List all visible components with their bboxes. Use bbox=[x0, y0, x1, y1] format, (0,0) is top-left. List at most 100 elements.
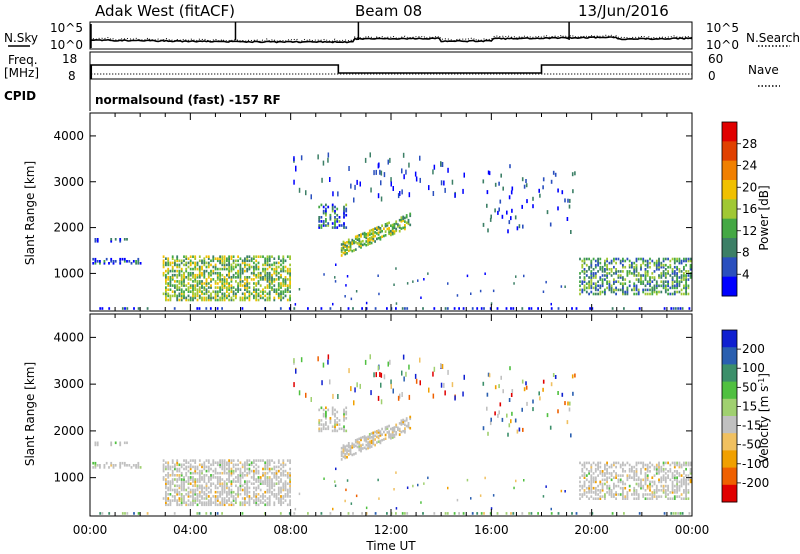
echo-cell bbox=[273, 263, 276, 267]
echo-cell bbox=[226, 493, 228, 496]
echo-cell bbox=[221, 484, 224, 488]
echo-cell bbox=[379, 230, 382, 234]
echo-cell bbox=[212, 296, 215, 300]
echo-cell bbox=[244, 296, 246, 300]
echo-cell bbox=[622, 276, 624, 279]
echo-cell bbox=[139, 466, 142, 469]
echo-cell bbox=[273, 476, 276, 479]
x-tick-label: 12:00 bbox=[374, 523, 409, 537]
echo-cell bbox=[264, 499, 267, 502]
echo-cell bbox=[393, 226, 396, 230]
echo-cell bbox=[194, 493, 197, 496]
echo-cell bbox=[221, 465, 224, 469]
echo-cell bbox=[259, 488, 262, 492]
echo-cell bbox=[165, 294, 167, 298]
echo-cell bbox=[180, 269, 183, 273]
echo-cell bbox=[289, 284, 291, 287]
echo-cell bbox=[135, 262, 137, 265]
echo-cell bbox=[280, 501, 282, 504]
echo-cell bbox=[212, 495, 215, 498]
echo-cell bbox=[590, 261, 593, 265]
echo-cell bbox=[363, 435, 366, 438]
echo-cell bbox=[395, 302, 398, 305]
echo-cell bbox=[508, 220, 511, 225]
echo-cell bbox=[96, 464, 99, 467]
echo-cell bbox=[137, 466, 140, 469]
echo-cell bbox=[358, 234, 361, 237]
echo-cell bbox=[178, 484, 181, 488]
echo-cell bbox=[169, 501, 172, 504]
echo-cell bbox=[99, 260, 101, 263]
echo-cell bbox=[205, 474, 208, 477]
echo-cell bbox=[219, 267, 221, 271]
echo-cell bbox=[162, 478, 165, 481]
echo-cell bbox=[608, 261, 611, 265]
echo-cell bbox=[613, 461, 615, 465]
echo-cell bbox=[187, 290, 190, 293]
echo-cell bbox=[347, 242, 350, 245]
echo-cell bbox=[363, 439, 366, 442]
echo-cell bbox=[653, 480, 656, 484]
echo-cell bbox=[325, 224, 327, 227]
echo-cell bbox=[353, 241, 355, 245]
echo-cell bbox=[395, 227, 398, 231]
echo-cell bbox=[228, 298, 230, 302]
x-tick-label: 00:00 bbox=[675, 523, 710, 537]
echo-cell bbox=[183, 263, 185, 267]
echo-cell bbox=[655, 495, 658, 498]
echo-cell bbox=[212, 476, 215, 479]
echo-cell bbox=[552, 373, 555, 377]
echo-cell bbox=[207, 486, 210, 490]
colorbar-tick-label: 100 bbox=[742, 361, 765, 375]
echo-cell bbox=[165, 286, 167, 289]
echo-cell bbox=[404, 419, 406, 423]
echo-cell bbox=[687, 270, 690, 273]
echo-cell bbox=[377, 227, 380, 231]
echo-cell bbox=[262, 497, 264, 500]
echo-cell bbox=[207, 263, 210, 267]
echo-cell bbox=[167, 503, 170, 507]
echo-cell bbox=[275, 288, 278, 291]
echo-cell bbox=[402, 219, 405, 222]
echo-cell bbox=[169, 269, 172, 273]
echo-cell bbox=[275, 278, 278, 281]
echo-cell bbox=[380, 170, 383, 176]
echo-cell bbox=[377, 193, 380, 199]
echo-cell bbox=[207, 255, 210, 258]
echo-cell bbox=[187, 469, 190, 473]
echo-cell bbox=[380, 372, 383, 378]
echo-cell bbox=[196, 486, 199, 490]
echo-cell bbox=[608, 272, 611, 275]
echo-cell bbox=[223, 284, 226, 287]
echo-cell bbox=[210, 503, 212, 507]
echo-cell bbox=[678, 268, 681, 271]
echo-cell bbox=[334, 425, 336, 428]
echo-cell bbox=[268, 286, 271, 289]
echo-cell bbox=[597, 493, 599, 496]
echo-cell bbox=[259, 276, 262, 279]
echo-cell bbox=[266, 286, 269, 289]
echo-cell bbox=[631, 261, 633, 265]
echo-cell bbox=[169, 298, 172, 302]
echo-cell bbox=[689, 265, 692, 269]
echo-cell bbox=[320, 512, 323, 515]
echo-cell bbox=[246, 257, 249, 260]
echo-cell bbox=[404, 224, 406, 227]
echo-cell bbox=[624, 259, 627, 263]
echo-cell bbox=[232, 298, 235, 302]
echo-cell bbox=[201, 290, 203, 293]
echo-cell bbox=[345, 429, 348, 433]
echo-cell bbox=[610, 274, 613, 277]
echo-cell bbox=[685, 284, 687, 288]
echo-cell bbox=[635, 463, 638, 467]
echo-cell bbox=[406, 486, 409, 489]
echo-cell bbox=[268, 265, 271, 269]
echo-cell bbox=[349, 241, 352, 244]
echo-cell bbox=[615, 272, 617, 275]
echo-cell bbox=[667, 265, 669, 269]
echo-cell bbox=[214, 257, 217, 260]
echo-cell bbox=[289, 488, 291, 492]
echo-cell bbox=[167, 474, 170, 477]
velocity-colorbar-label: Velocity [m s-1] bbox=[757, 373, 771, 463]
echo-cell bbox=[176, 474, 179, 477]
